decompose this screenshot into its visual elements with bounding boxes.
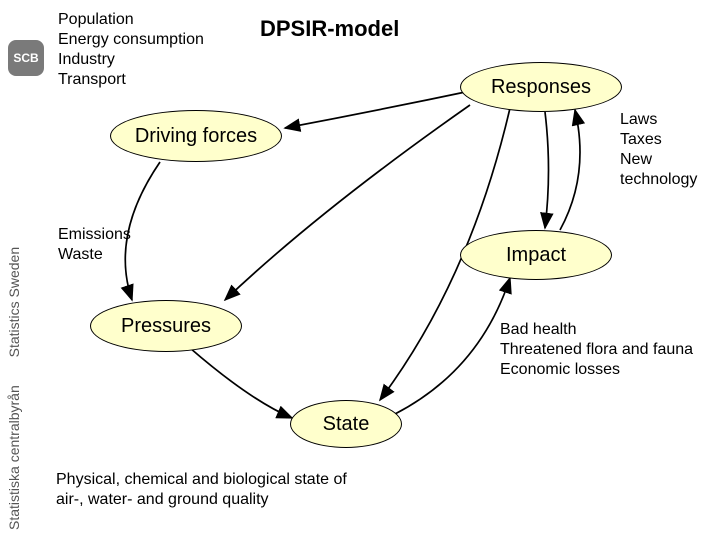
ann-responses: Laws Taxes New technology xyxy=(620,110,720,190)
node-pressures: Pressures xyxy=(90,300,242,352)
diagram-canvas: SCB Statistiska centralbyrån Statistics … xyxy=(0,0,720,540)
ann-pressures: Emissions Waste xyxy=(58,225,131,265)
scb-logo: SCB xyxy=(8,40,44,76)
sidebar-branding-text: Statistiska centralbyrån Statistics Swed… xyxy=(6,247,22,530)
ann-impact: Bad health Threatened flora and fauna Ec… xyxy=(500,320,693,380)
branding-en: Statistics Sweden xyxy=(6,247,22,358)
node-responses: Responses xyxy=(460,62,622,112)
edge-state-to-impact xyxy=(395,278,510,414)
edge-pressures-to-state xyxy=(190,348,292,418)
node-state: State xyxy=(290,400,402,448)
ann-state: Physical, chemical and biological state … xyxy=(56,470,347,510)
node-impact: Impact xyxy=(460,230,612,280)
edge-impact-to-responses xyxy=(560,110,580,230)
edge-responses-to-driving xyxy=(285,90,475,128)
node-driving: Driving forces xyxy=(110,110,282,162)
edge-responses-to-impact xyxy=(545,112,549,228)
ann-driving: Population Energy consumption Industry T… xyxy=(58,10,204,90)
branding-sv: Statistiska centralbyrån xyxy=(6,385,22,530)
diagram-title: DPSIR-model xyxy=(260,16,399,42)
